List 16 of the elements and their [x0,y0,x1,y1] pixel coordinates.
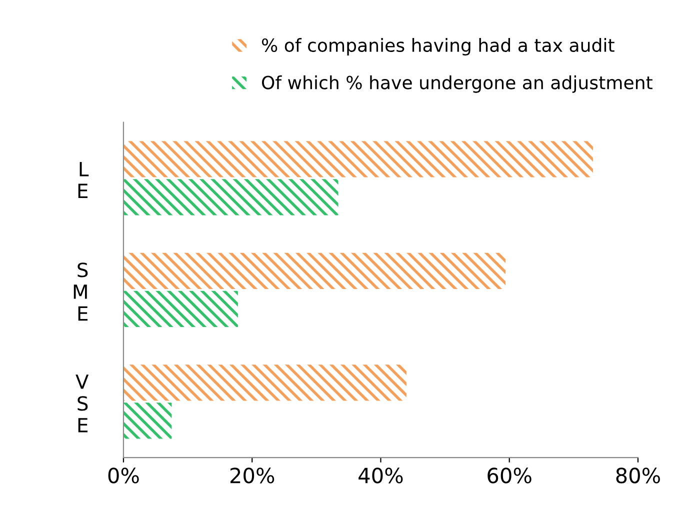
x-tick-label: 0% [108,468,139,484]
bar [123,290,238,327]
bar [123,141,593,178]
legend-label: Of which % have undergone an adjustment [262,75,652,93]
x-tick-label: 80% [616,468,660,484]
x-tick-label: 60% [488,468,532,484]
y-tick-label: VSE [76,374,89,432]
bar [123,402,172,439]
bar [123,179,338,216]
bar [123,364,406,401]
legend-label: % of companies having had a tax audit [262,38,614,56]
y-tick-label: SME [74,262,88,321]
y-tick-label: LE [78,162,89,198]
x-tick-label: 20% [230,468,274,484]
x-tick-label: 40% [358,468,403,484]
bar [123,252,506,289]
